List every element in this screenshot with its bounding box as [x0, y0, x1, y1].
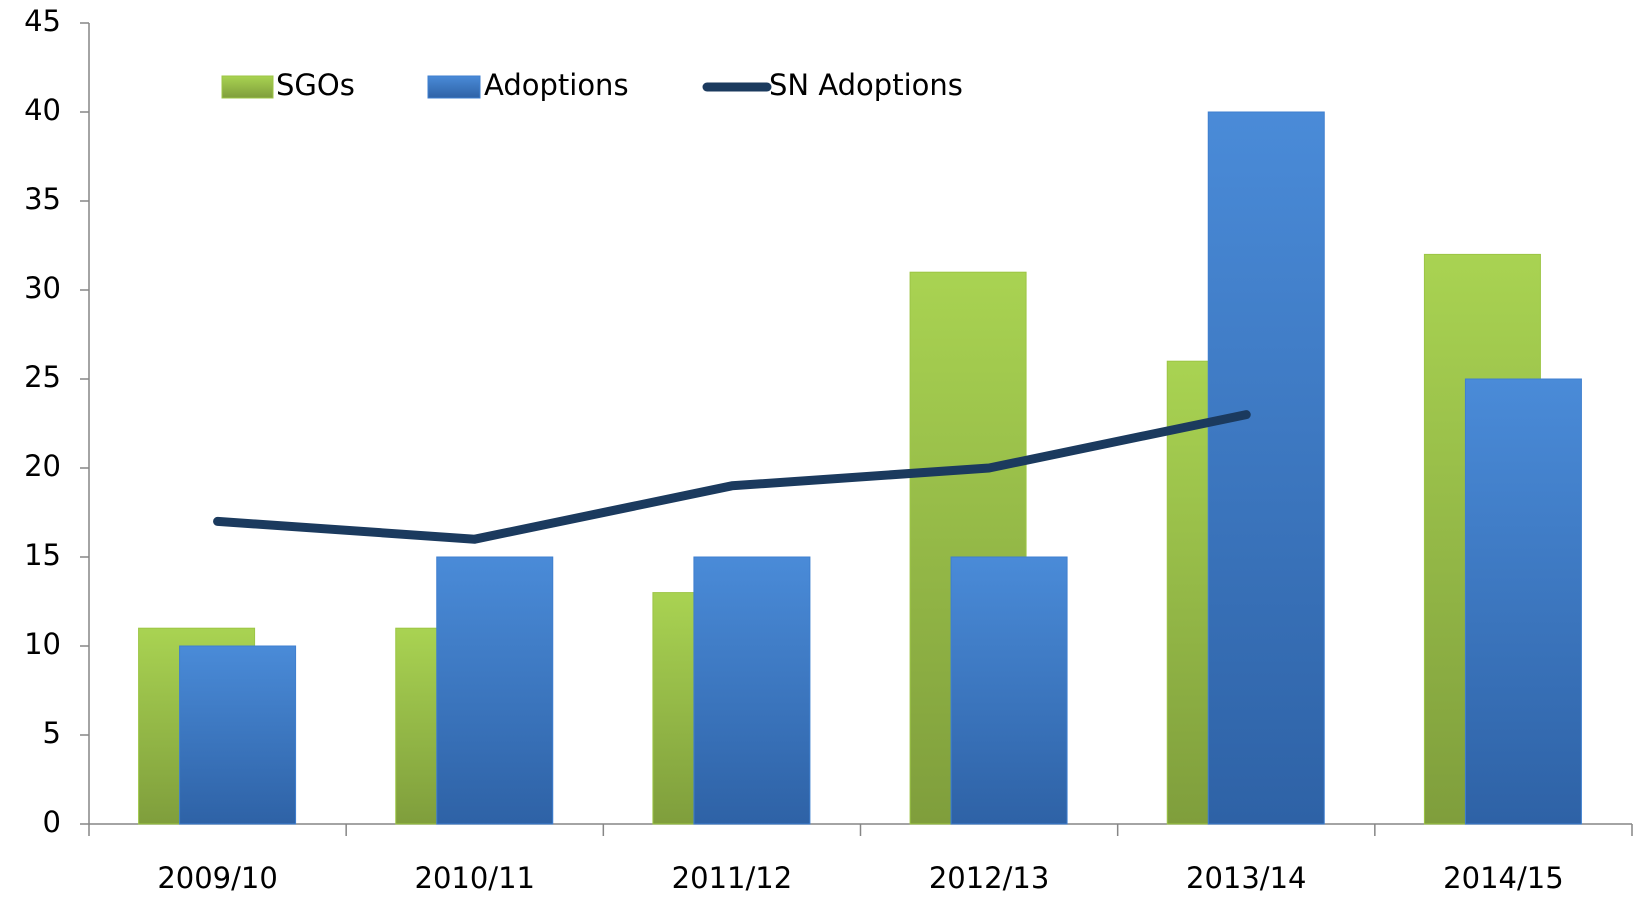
x-tick-label: 2010/11	[415, 861, 535, 895]
bar	[179, 645, 297, 825]
y-tick-label: 0	[43, 805, 61, 839]
y-tick-label: 35	[24, 182, 61, 216]
bar	[1464, 378, 1582, 825]
y-tick-label: 5	[43, 716, 61, 750]
legend-swatch	[221, 75, 274, 99]
y-tick-label: 10	[24, 627, 61, 661]
x-tick-label: 2011/12	[672, 861, 792, 895]
bar	[1207, 111, 1325, 825]
y-tick-label: 25	[24, 360, 61, 394]
legend-label: SGOs	[276, 68, 355, 102]
bar	[950, 556, 1068, 825]
bar	[693, 556, 811, 825]
line	[213, 410, 1251, 544]
x-tick-label: 2012/13	[929, 861, 1049, 895]
bar	[436, 556, 554, 825]
legend-swatch	[427, 75, 481, 99]
y-tick-label: 40	[24, 93, 61, 127]
legend-label: Adoptions	[484, 68, 629, 102]
y-tick-label: 45	[24, 4, 61, 38]
x-tick-label: 2014/15	[1443, 861, 1563, 895]
x-tick-label: 2013/14	[1186, 861, 1306, 895]
y-tick-label: 20	[24, 449, 61, 483]
y-tick-label: 30	[24, 271, 61, 305]
y-tick-label: 15	[24, 538, 61, 572]
legend-label: SN Adoptions	[769, 68, 963, 102]
x-tick-label: 2009/10	[157, 861, 277, 895]
